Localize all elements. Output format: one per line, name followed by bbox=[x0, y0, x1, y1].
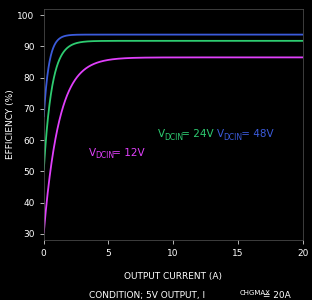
Text: V: V bbox=[217, 129, 224, 139]
Text: = 12V: = 12V bbox=[110, 148, 145, 158]
Text: DCIN: DCIN bbox=[95, 152, 115, 160]
Text: V: V bbox=[158, 129, 165, 139]
Y-axis label: EFFICIENCY (%): EFFICIENCY (%) bbox=[6, 90, 15, 159]
Text: CHGMAX: CHGMAX bbox=[239, 290, 270, 296]
Text: CONDITION; 5V OUTPUT, ICHGMAX = 20A: CONDITION; 5V OUTPUT, ICHGMAX = 20A bbox=[80, 291, 266, 300]
Text: DCIN: DCIN bbox=[224, 133, 243, 142]
Text: = 20A: = 20A bbox=[260, 291, 291, 300]
Text: = 48V: = 48V bbox=[238, 129, 273, 139]
Text: V: V bbox=[89, 148, 96, 158]
Text: = 24V: = 24V bbox=[178, 129, 214, 139]
Text: DCIN: DCIN bbox=[164, 133, 183, 142]
Text: CONDITION; 5V OUTPUT, I: CONDITION; 5V OUTPUT, I bbox=[89, 291, 205, 300]
Text: OUTPUT CURRENT (A): OUTPUT CURRENT (A) bbox=[124, 272, 222, 281]
